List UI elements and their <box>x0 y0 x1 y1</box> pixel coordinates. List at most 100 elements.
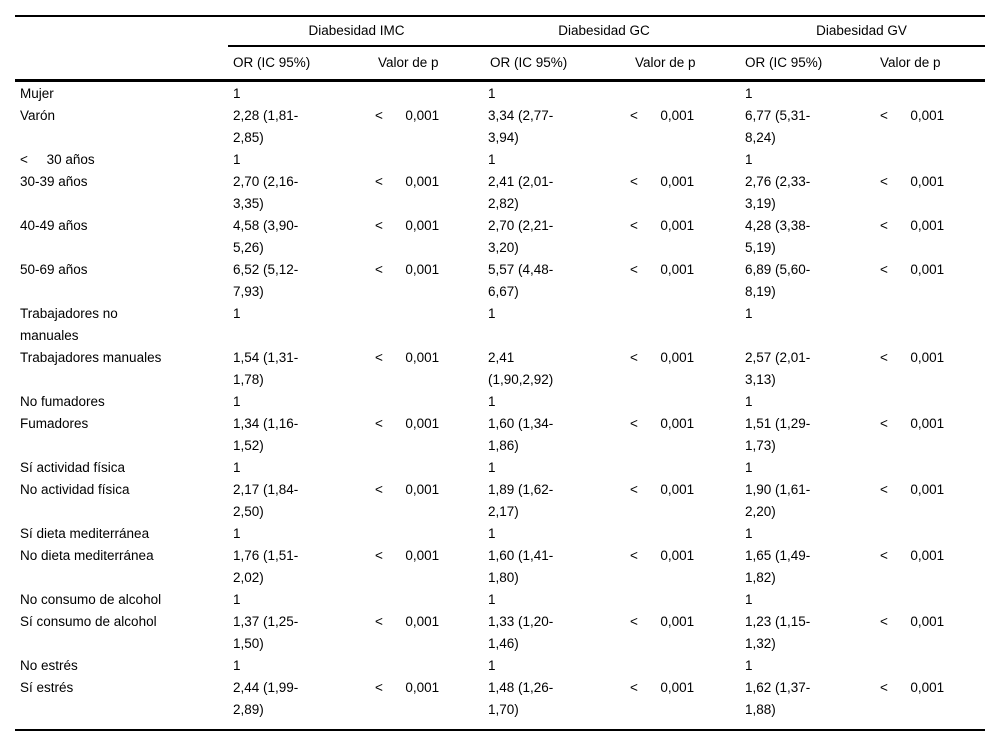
p-value-cell-imc <box>375 457 488 479</box>
row-label-cell: 30-39 años <box>20 174 88 189</box>
p-value-cell-gc: < 0,001 <box>630 218 695 233</box>
or-ci-header-imc: OR (IC 95%) <box>233 55 311 70</box>
row-label-cell: No estrés <box>20 658 78 673</box>
p-value-cell-gv <box>880 83 985 105</box>
or-ci-cell-gc: 1 <box>488 592 496 607</box>
p-value-cell-gc <box>630 391 745 413</box>
table-row: No fumadores 1 1 1 <box>15 391 985 413</box>
or-ci-cell-gv: 1,65 (1,49- 1,82) <box>745 548 811 585</box>
table-row: No dieta mediterránea 1,76 (1,51- 2,02) … <box>15 545 985 589</box>
row-label-cell: 50-69 años <box>20 262 88 277</box>
column-group-header-imc: Diabesidad IMC <box>308 23 405 38</box>
table-row: No estrés 1 1 1 <box>15 655 985 677</box>
p-value-cell-imc: < 0,001 <box>375 108 440 123</box>
row-label-cell: Mujer <box>20 86 54 101</box>
p-value-header-imc: Valor de p <box>378 55 439 70</box>
p-value-cell-gv: < 0,001 <box>880 218 945 233</box>
or-ci-cell-gv: 1 <box>745 306 753 321</box>
or-ci-cell-imc: 1 <box>233 592 241 607</box>
or-ci-cell-gc: 3,34 (2,77- 3,94) <box>488 108 554 145</box>
or-ci-cell-gc: 1 <box>488 152 496 167</box>
table-bottom-rule <box>15 729 985 731</box>
column-group-header-gc: Diabesidad GC <box>558 23 650 38</box>
p-value-cell-imc: < 0,001 <box>375 218 440 233</box>
or-ci-cell-gv: 1 <box>745 394 753 409</box>
or-ci-cell-gv: 4,28 (3,38- 5,19) <box>745 218 811 255</box>
row-label-cell: Sí consumo de alcohol <box>20 614 157 629</box>
or-ci-cell-gc: 1 <box>488 460 496 475</box>
table-row: 40-49 años 4,58 (3,90- 5,26) < 0,001 2,7… <box>15 215 985 259</box>
p-value-cell-gc: < 0,001 <box>630 350 695 365</box>
row-label-cell: Trabajadores no manuales <box>20 306 118 343</box>
or-ci-cell-imc: 1 <box>233 658 241 673</box>
or-ci-cell-imc: 1,34 (1,16- 1,52) <box>233 416 299 453</box>
or-ci-cell-gv: 6,77 (5,31- 8,24) <box>745 108 811 145</box>
or-ci-cell-gc: 1,60 (1,34- 1,86) <box>488 416 554 453</box>
or-ci-cell-gv: 1 <box>745 658 753 673</box>
or-ci-cell-gc: 1,60 (1,41- 1,80) <box>488 548 554 585</box>
p-value-cell-gc: < 0,001 <box>630 548 695 563</box>
p-value-cell-gv <box>880 391 985 413</box>
or-ci-cell-imc: 1,76 (1,51- 2,02) <box>233 548 299 585</box>
or-ci-cell-imc: 1 <box>233 86 241 101</box>
or-ci-cell-gc: 1,48 (1,26- 1,70) <box>488 680 554 717</box>
p-value-cell-imc <box>375 303 488 347</box>
p-value-cell-gv: < 0,001 <box>880 416 945 431</box>
p-value-header-gc: Valor de p <box>635 55 696 70</box>
p-value-cell-gv: < 0,001 <box>880 108 945 123</box>
p-value-cell-gc: < 0,001 <box>630 174 695 189</box>
row-label-cell: No fumadores <box>20 394 105 409</box>
table-row: Trabajadores manuales 1,54 (1,31- 1,78) … <box>15 347 985 391</box>
p-value-cell-imc <box>375 391 488 413</box>
p-value-cell-imc <box>375 589 488 611</box>
or-ci-cell-gv: 1 <box>745 86 753 101</box>
table-row: Mujer 1 1 1 <box>15 83 985 105</box>
p-value-cell-imc: < 0,001 <box>375 614 440 629</box>
table-row: No consumo de alcohol 1 1 1 <box>15 589 985 611</box>
row-label-cell: < 30 años <box>20 152 95 167</box>
p-value-cell-gc <box>630 303 745 347</box>
p-value-cell-gc: < 0,001 <box>630 416 695 431</box>
p-value-cell-imc: < 0,001 <box>375 350 440 365</box>
p-value-cell-imc: < 0,001 <box>375 416 440 431</box>
p-value-cell-gv: < 0,001 <box>880 482 945 497</box>
row-label-cell: Sí dieta mediterránea <box>20 526 150 541</box>
p-value-cell-gv <box>880 457 985 479</box>
or-ci-cell-imc: 2,17 (1,84- 2,50) <box>233 482 299 519</box>
or-ci-cell-gc: 2,70 (2,21- 3,20) <box>488 218 554 255</box>
row-label-cell: Sí actividad física <box>20 460 126 475</box>
row-label-cell: Fumadores <box>20 416 89 431</box>
table-row: 30-39 años 2,70 (2,16- 3,35) < 0,001 2,4… <box>15 171 985 215</box>
or-ci-cell-imc: 1 <box>233 394 241 409</box>
or-ci-cell-gv: 1 <box>745 592 753 607</box>
table-row: No actividad física 2,17 (1,84- 2,50) < … <box>15 479 985 523</box>
or-ci-cell-gv: 1,62 (1,37- 1,88) <box>745 680 811 717</box>
p-value-header-gv: Valor de p <box>880 55 941 70</box>
row-label-cell: No consumo de alcohol <box>20 592 162 607</box>
or-ci-cell-gv: 2,57 (2,01- 3,13) <box>745 350 811 387</box>
or-ci-cell-gv: 1 <box>745 152 753 167</box>
or-ci-cell-gc: 1,33 (1,20- 1,46) <box>488 614 554 651</box>
or-ci-cell-gv: 6,89 (5,60- 8,19) <box>745 262 811 299</box>
or-ci-cell-imc: 1,37 (1,25- 1,50) <box>233 614 299 651</box>
or-ci-cell-imc: 1,54 (1,31- 1,78) <box>233 350 299 387</box>
row-label-cell: Trabajadores manuales <box>20 350 162 365</box>
or-ci-cell-imc: 1 <box>233 306 241 321</box>
or-ci-cell-gc: 1 <box>488 526 496 541</box>
table-row: Fumadores 1,34 (1,16- 1,52) < 0,001 1,60… <box>15 413 985 457</box>
table-row: Sí estrés 2,44 (1,99- 2,89) < 0,001 1,48… <box>15 677 985 721</box>
p-value-cell-gc: < 0,001 <box>630 680 695 695</box>
p-value-cell-gc: < 0,001 <box>630 262 695 277</box>
or-ci-cell-imc: 2,70 (2,16- 3,35) <box>233 174 299 211</box>
or-ci-cell-gc: 1,89 (1,62- 2,17) <box>488 482 554 519</box>
table-row: 50-69 años 6,52 (5,12- 7,93) < 0,001 5,5… <box>15 259 985 303</box>
p-value-cell-gv: < 0,001 <box>880 350 945 365</box>
table-top-rule <box>15 15 985 17</box>
or-ci-cell-gc: 1 <box>488 86 496 101</box>
row-label-cell: No actividad física <box>20 482 130 497</box>
p-value-cell-imc: < 0,001 <box>375 482 440 497</box>
or-ci-header-gv: OR (IC 95%) <box>745 55 823 70</box>
p-value-cell-gc <box>630 457 745 479</box>
p-value-cell-gv <box>880 655 985 677</box>
